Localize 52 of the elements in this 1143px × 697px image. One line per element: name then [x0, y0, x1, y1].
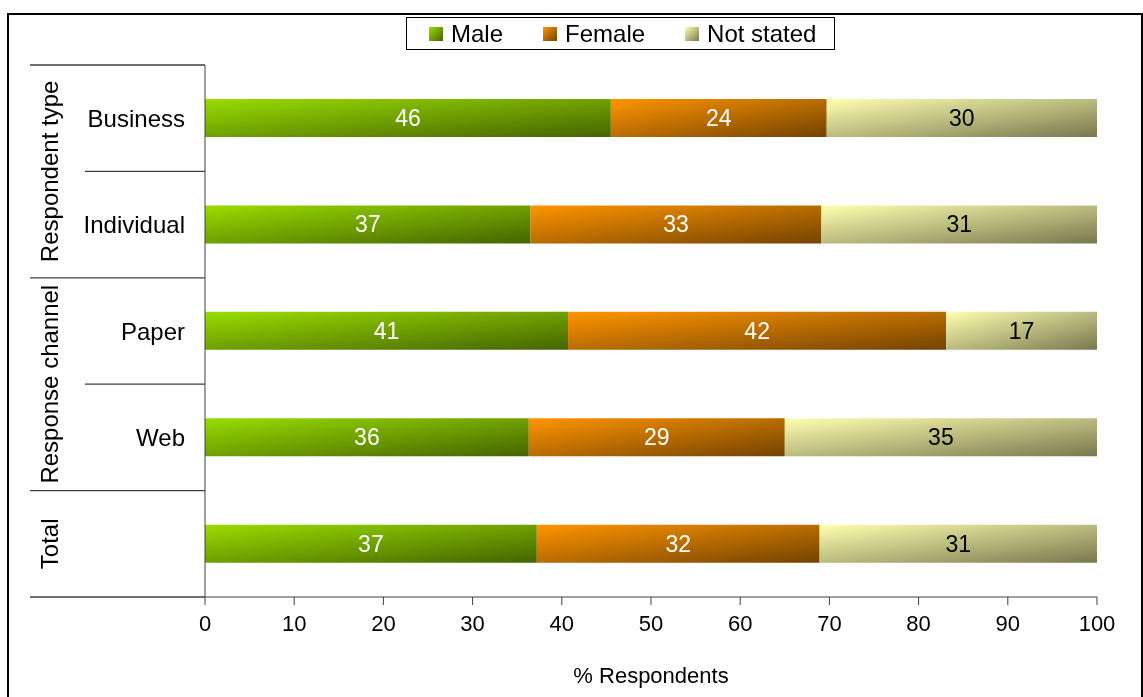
- x-tick-label: 10: [281, 610, 307, 636]
- x-tick-label: 60: [727, 610, 753, 636]
- x-tick-label: 70: [817, 610, 842, 636]
- data-label: 42: [744, 317, 770, 344]
- data-label: 29: [644, 424, 670, 451]
- bar: [568, 311, 947, 350]
- bar: [205, 99, 611, 138]
- legend-label: Not stated: [707, 19, 817, 48]
- x-axis-title: % Respondents: [573, 663, 729, 688]
- legend-label: Female: [565, 19, 646, 48]
- bar: [205, 418, 529, 457]
- bar: [819, 524, 1097, 563]
- data-label: 41: [373, 317, 400, 344]
- data-label: 35: [928, 424, 954, 451]
- data-label: 30: [949, 105, 975, 132]
- bar: [528, 418, 785, 457]
- data-label: 33: [663, 211, 689, 238]
- bar: [784, 418, 1097, 457]
- x-tick-label: 90: [995, 610, 1021, 636]
- data-label: 37: [358, 530, 384, 557]
- data-label: 31: [945, 530, 972, 557]
- text: Total: [36, 518, 64, 570]
- y-tick-label: Individual: [83, 211, 185, 239]
- bar: [946, 311, 1097, 350]
- y-tick-label: Business: [87, 104, 185, 132]
- x-tick-label: 80: [906, 610, 931, 636]
- data-label: 36: [354, 424, 380, 451]
- bar: [205, 524, 537, 563]
- data-label: 46: [395, 105, 421, 132]
- bar: [536, 524, 820, 563]
- y-tick-label: Paper: [120, 317, 185, 345]
- bar: [205, 205, 531, 244]
- bar: [530, 205, 822, 244]
- bar: [821, 205, 1097, 244]
- legend-label: Male: [451, 19, 504, 48]
- text: Respondent type: [36, 80, 64, 263]
- x-tick-label: 20: [371, 610, 396, 636]
- bar: [205, 311, 569, 350]
- x-tick-label: 100: [1078, 610, 1116, 636]
- data-label: 32: [665, 530, 691, 557]
- bar: [826, 99, 1097, 138]
- data-label: 17: [1008, 317, 1035, 344]
- y-tick-label: Web: [136, 423, 185, 451]
- data-label: 31: [946, 211, 972, 238]
- x-tick-label: 0: [198, 610, 212, 636]
- bar: [610, 99, 827, 138]
- x-tick-label: 40: [549, 610, 575, 636]
- x-tick-label: 50: [638, 610, 664, 636]
- x-tick-label: 30: [460, 610, 485, 636]
- data-label: 24: [706, 105, 732, 132]
- text: Response channel: [36, 284, 64, 484]
- data-label: 37: [354, 211, 381, 238]
